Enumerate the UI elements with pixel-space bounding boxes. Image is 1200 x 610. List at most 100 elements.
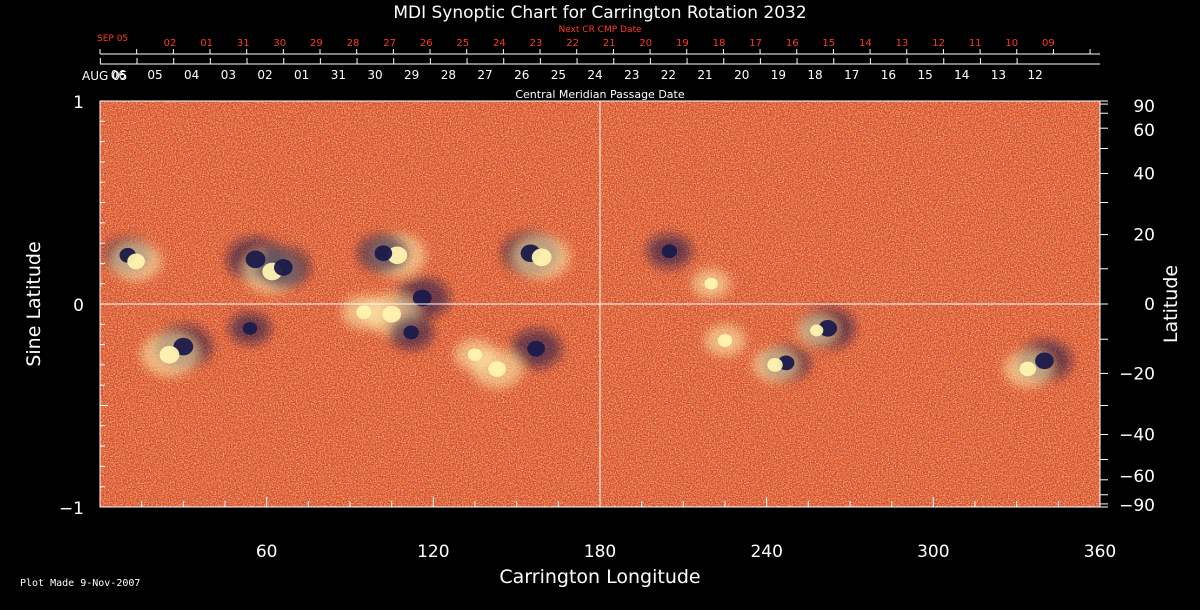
top-axis-date: 22 xyxy=(661,68,676,82)
top-axis-date: 31 xyxy=(331,68,346,82)
active-region-positive xyxy=(704,277,718,290)
active-region-positive xyxy=(127,253,145,270)
next-axis-date: 09 xyxy=(1042,38,1055,49)
active-region-positive xyxy=(531,248,552,267)
top-axis-date: 02 xyxy=(257,68,272,82)
y-tick-label-right: −40 xyxy=(1119,425,1155,445)
x-tick-label: 240 xyxy=(750,542,782,562)
active-region-positive xyxy=(467,348,483,362)
top-axis-date: 05 xyxy=(147,68,162,82)
active-region-negative xyxy=(412,289,432,307)
chart-title: MDI Synoptic Chart for Carrington Rotati… xyxy=(393,3,806,23)
top-axis-date: 20 xyxy=(734,68,749,82)
next-axis-date: 30 xyxy=(273,38,286,49)
x-tick-label: 180 xyxy=(584,542,616,562)
active-region-negative xyxy=(273,259,293,276)
plot-made-note: Plot Made 9-Nov-2007 xyxy=(20,578,141,589)
active-region-positive xyxy=(1019,361,1037,377)
y-tick-label-right: 20 xyxy=(1133,226,1155,246)
active-region-negative xyxy=(245,250,266,269)
active-region-positive xyxy=(810,324,824,337)
top-axis-start: AUG 05 xyxy=(82,69,127,83)
y-tick-label-right: 40 xyxy=(1133,165,1155,185)
active-region-positive xyxy=(488,361,507,377)
next-axis-date: 19 xyxy=(676,38,689,49)
y-axis-label-left: Sine Latitude xyxy=(23,241,45,366)
active-region-negative xyxy=(374,245,393,262)
y-tick-label-left: 1 xyxy=(73,93,84,113)
top-axis-date: 18 xyxy=(807,68,822,82)
next-axis-date: 01 xyxy=(200,38,213,49)
active-region-negative xyxy=(1035,352,1054,370)
top-axis-date: 06 xyxy=(111,68,126,82)
x-tick-label: 360 xyxy=(1084,542,1116,562)
axes: 60 120 180 240 300 360 1 0 −1 90 60 40 20 0 −20 −40 −60 −… xyxy=(59,93,1155,562)
top-axis-date: 28 xyxy=(441,68,456,82)
y-tick-label-right: 0 xyxy=(1144,295,1155,315)
next-axis-date: 15 xyxy=(822,38,835,49)
active-region-positive xyxy=(159,345,180,364)
y-tick-label-right: 60 xyxy=(1133,121,1155,141)
top-axis-date: 24 xyxy=(587,68,602,82)
next-axis-date: 27 xyxy=(383,38,396,49)
x-tick-label: 300 xyxy=(917,542,949,562)
y-tick-label-right: −20 xyxy=(1119,364,1155,384)
y-tick-label-left: 0 xyxy=(73,296,84,316)
top-axis-date: 27 xyxy=(477,68,492,82)
next-axis-date: 25 xyxy=(456,38,469,49)
top-axis-date: 21 xyxy=(697,68,712,82)
top-axis-date: 17 xyxy=(844,68,859,82)
next-axis-date: 21 xyxy=(603,38,616,49)
next-axis-date: 31 xyxy=(237,38,250,49)
next-axis-date: 02 xyxy=(164,38,177,49)
next-axis-date: 11 xyxy=(969,38,982,49)
x-axis-label: Carrington Longitude xyxy=(499,566,700,588)
next-axis: 02 01 31 30 29 28 27 26 25 24 23 22 21 20 19 18 17 16 15 14… xyxy=(99,38,1100,55)
next-axis-label: Next CR CMP Date xyxy=(558,25,642,35)
next-axis-date: 22 xyxy=(566,38,579,49)
active-region-positive xyxy=(382,305,402,323)
active-region-negative xyxy=(527,340,545,357)
top-axis-date: 16 xyxy=(881,68,896,82)
y-tick-label-left: −1 xyxy=(59,499,84,519)
top-axis-date: 14 xyxy=(954,68,969,82)
y-tick-label-right: −60 xyxy=(1119,467,1155,487)
next-axis-date: 14 xyxy=(859,38,872,49)
top-axis-label: Central Meridian Passage Date xyxy=(515,88,684,101)
top-axis-date: 15 xyxy=(917,68,932,82)
top-axis-date: 30 xyxy=(367,68,382,82)
active-region-negative xyxy=(661,244,678,259)
next-axis-date: 28 xyxy=(347,38,360,49)
top-axis-date: 26 xyxy=(514,68,529,82)
top-axis-date: 25 xyxy=(551,68,566,82)
next-axis-date: 18 xyxy=(713,38,726,49)
active-region-positive xyxy=(767,358,783,372)
top-axis-date: 23 xyxy=(624,68,639,82)
top-axis-date: 12 xyxy=(1027,68,1042,82)
x-tick-label: 60 xyxy=(256,542,278,562)
top-axis-date: 29 xyxy=(404,68,419,82)
top-axis-date: 13 xyxy=(991,68,1006,82)
next-axis-date: 29 xyxy=(310,38,323,49)
next-axis-date: 26 xyxy=(420,38,433,49)
next-axis-start: SEP 05 xyxy=(97,34,128,44)
y-tick-label-right: −90 xyxy=(1119,496,1155,516)
next-axis-date: 20 xyxy=(639,38,652,49)
top-axis-date: 19 xyxy=(771,68,786,82)
top-axis: 06 05 04 03 02 01 31 30 29 28 27 26 25 24 23 22 21 20 19 18… xyxy=(99,58,1100,82)
y-axis-label-right: Latitude xyxy=(1160,265,1182,343)
next-axis-date: 10 xyxy=(1005,38,1018,49)
active-region-positive xyxy=(356,305,372,319)
next-axis-date: 24 xyxy=(493,38,506,49)
x-tick-label: 120 xyxy=(417,542,449,562)
top-axis-date: 03 xyxy=(221,68,236,82)
active-region-negative xyxy=(818,320,838,337)
active-region-negative xyxy=(242,321,258,335)
active-region-positive xyxy=(717,334,733,347)
next-axis-date: 23 xyxy=(530,38,543,49)
y-tick-label-right: 90 xyxy=(1133,97,1155,117)
next-axis-date: 13 xyxy=(896,38,909,49)
next-axis-date: 17 xyxy=(749,38,762,49)
top-axis-date: 01 xyxy=(294,68,309,82)
